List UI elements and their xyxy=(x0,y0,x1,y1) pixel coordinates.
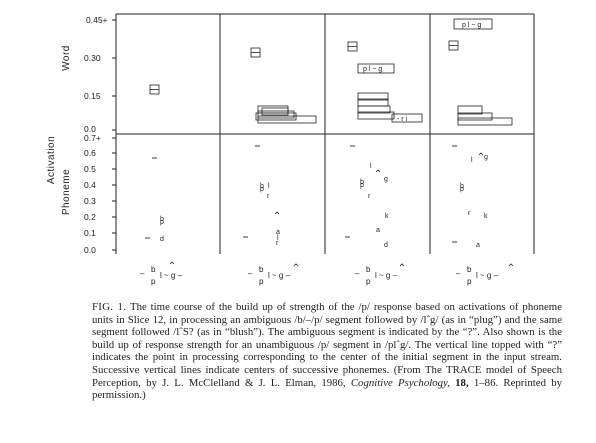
word-panel-marks xyxy=(149,18,513,126)
word-axis-ticks: 0.45+ 0.30 0.15 0.0 xyxy=(84,15,116,134)
phoneme-glyph: p xyxy=(160,219,164,226)
phoneme-tick-label: 0.1 xyxy=(84,228,96,238)
phoneme-glyph: a xyxy=(276,229,280,236)
phoneme-glyph: l xyxy=(268,183,270,190)
sequence-glyph: p xyxy=(467,277,472,286)
figure-caption: FIG. 1. The time course of the build up … xyxy=(92,301,562,402)
sequence-glyph: – xyxy=(248,269,253,278)
phoneme-glyph: l xyxy=(370,163,372,170)
phoneme-glyph: d xyxy=(160,236,164,243)
sequence-glyph: – xyxy=(140,269,145,278)
phoneme-tick-label: 0.0 xyxy=(84,245,96,255)
phoneme-glyph: b xyxy=(260,183,264,190)
phoneme-tick-label: 0.5 xyxy=(84,164,96,174)
word-box-label: p l ~ g xyxy=(462,22,481,29)
phoneme-glyph: r xyxy=(267,193,270,200)
phoneme-panel-label: Phoneme xyxy=(61,169,72,215)
word-box-label: p l ~ g xyxy=(363,66,382,73)
phoneme-glyph: p xyxy=(460,186,464,193)
sequence-glyph: – xyxy=(355,269,360,278)
sequence-glyph: b xyxy=(467,265,472,274)
phoneme-glyph: p xyxy=(260,186,264,193)
phoneme-tick-label: 0.7+ xyxy=(84,133,101,143)
word-tick-label: 0.15 xyxy=(84,91,101,101)
phoneme-glyph: g xyxy=(384,176,388,183)
sequence-glyph: l ~ g – xyxy=(476,271,499,280)
phoneme-glyph: b xyxy=(160,216,164,223)
caption-tail: 1–86. Reprinted by permission.) xyxy=(92,376,562,402)
phoneme-glyph: d xyxy=(384,242,388,249)
sequence-glyph: b xyxy=(366,265,371,274)
caption-label: FIG. 1. xyxy=(92,301,127,313)
phoneme-panel-dashes xyxy=(145,145,457,243)
phoneme-glyph: b xyxy=(460,183,464,190)
phoneme-glyph: k xyxy=(385,213,389,220)
phoneme-glyph: k xyxy=(484,213,488,220)
phoneme-glyph: r xyxy=(468,210,471,217)
sequence-glyph: l ~ g – xyxy=(375,271,398,280)
sequence-glyph: p xyxy=(151,277,156,286)
phoneme-tick-label: 0.3 xyxy=(84,196,96,206)
phoneme-tick-label: 0.2 xyxy=(84,212,96,222)
sequence-glyph: l ~ g – xyxy=(268,271,291,280)
word-panel-label: Word xyxy=(61,45,72,71)
plot-frame xyxy=(115,13,535,254)
input-sequence-labels: – b p l ~ g – – b p l ~ g – – b p l ~ g … xyxy=(140,261,514,286)
phoneme-glyph: g xyxy=(484,154,488,161)
word-box-label: - r i xyxy=(397,116,408,123)
phoneme-glyph: l xyxy=(471,157,473,164)
word-tick-label: 0.45+ xyxy=(86,15,108,25)
phoneme-glyph: a xyxy=(476,242,480,249)
phoneme-glyph: p xyxy=(360,182,364,189)
sequence-glyph: p xyxy=(366,277,371,286)
caption-body: The time course of the build up of stren… xyxy=(92,301,562,389)
sequence-glyph: p xyxy=(259,277,264,286)
phoneme-axis-ticks: 0.7+ 0.6 0.5 0.4 0.3 0.2 0.1 0.0 xyxy=(84,133,116,255)
phoneme-panel-carets xyxy=(274,152,484,215)
phoneme-glyph: b xyxy=(360,179,364,186)
trace-activation-figure: Activation Word Phoneme 0.45+ 0.30 0.15 … xyxy=(46,13,535,286)
sequence-glyph: b xyxy=(259,265,264,274)
word-tick-label: 0.0 xyxy=(84,124,96,134)
caption-journal: Cognitive Psychology, xyxy=(350,376,450,389)
phoneme-panel-letters: p b d p b l r a l r l g p b r k a d g l … xyxy=(160,154,488,249)
word-tick-label: 0.30 xyxy=(84,53,101,63)
activation-axis-title: Activation xyxy=(46,136,57,184)
caption-volume: 18, xyxy=(449,376,469,389)
phoneme-tick-label: 0.4 xyxy=(84,180,96,190)
phoneme-glyph: l xyxy=(277,235,279,242)
sequence-glyph: l ~ g – xyxy=(160,271,183,280)
phoneme-tick-label: 0.6 xyxy=(84,148,96,158)
phoneme-glyph: a xyxy=(376,227,380,234)
sequence-glyph: – xyxy=(456,269,461,278)
phoneme-glyph: r xyxy=(276,240,279,247)
phoneme-glyph: r xyxy=(368,193,371,200)
sequence-glyph: b xyxy=(151,265,156,274)
